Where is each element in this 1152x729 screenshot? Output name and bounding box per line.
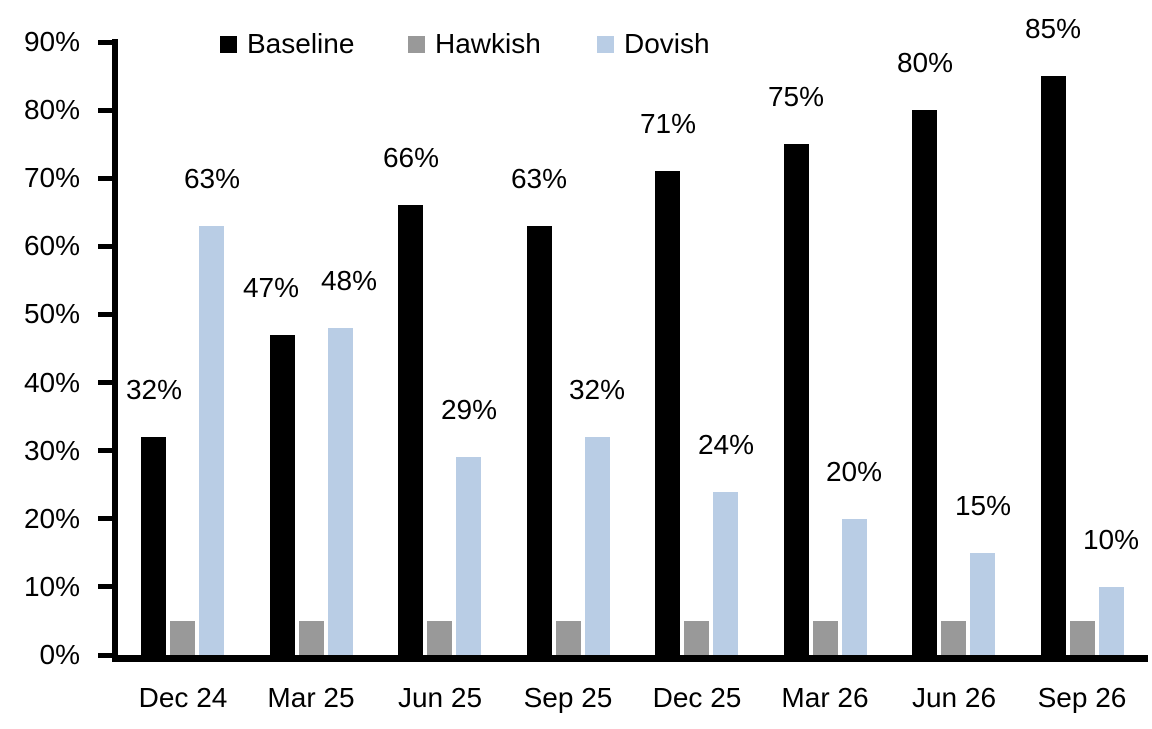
bar-dovish xyxy=(456,457,481,655)
y-tick-label: 40% xyxy=(23,367,80,398)
bar-dovish xyxy=(970,553,995,655)
x-tick-label: Sep 26 xyxy=(1037,682,1127,713)
y-tick-mark xyxy=(98,108,112,113)
value-label: 71% xyxy=(639,108,697,139)
bar-baseline xyxy=(912,110,937,655)
value-label: 47% xyxy=(242,272,300,303)
value-label: 20% xyxy=(825,456,883,487)
x-tick-label: Sep 25 xyxy=(523,682,613,713)
x-tick-label: Dec 25 xyxy=(652,682,742,713)
bar-dovish xyxy=(328,328,353,655)
legend-item-baseline: Baseline xyxy=(220,28,354,60)
value-label: 10% xyxy=(1082,524,1140,555)
bar-baseline xyxy=(527,226,552,655)
y-tick-label: 70% xyxy=(23,162,80,193)
x-tick-label: Jun 25 xyxy=(397,682,483,713)
bar-hawkish xyxy=(1070,621,1095,655)
y-tick-mark xyxy=(98,40,112,45)
value-label: 32% xyxy=(568,374,626,405)
y-axis-line xyxy=(112,39,118,662)
bar-dovish xyxy=(842,519,867,655)
bar-hawkish xyxy=(941,621,966,655)
value-label: 66% xyxy=(382,142,440,173)
bar-hawkish xyxy=(299,621,324,655)
bar-hawkish xyxy=(556,621,581,655)
y-tick-mark xyxy=(98,176,112,181)
bar-hawkish xyxy=(427,621,452,655)
bar-baseline xyxy=(655,171,680,655)
value-label: 80% xyxy=(896,47,954,78)
y-tick-mark xyxy=(98,244,112,249)
y-tick-mark xyxy=(98,584,112,589)
value-label: 63% xyxy=(510,163,568,194)
value-label: 63% xyxy=(183,163,241,194)
legend: Baseline Hawkish Dovish xyxy=(0,28,1152,60)
y-tick-mark xyxy=(98,516,112,521)
bar-baseline xyxy=(784,144,809,655)
x-axis-line xyxy=(112,655,1148,662)
x-tick-label: Jun 26 xyxy=(911,682,997,713)
bar-dovish xyxy=(1099,587,1124,655)
y-tick-mark xyxy=(98,380,112,385)
legend-item-hawkish: Hawkish xyxy=(408,28,541,60)
legend-label-hawkish: Hawkish xyxy=(435,28,541,59)
value-label: 85% xyxy=(1024,13,1082,44)
y-tick-mark xyxy=(98,448,112,453)
value-label: 32% xyxy=(125,374,183,405)
y-tick-label: 50% xyxy=(23,298,80,329)
bar-dovish xyxy=(585,437,610,655)
y-tick-label: 60% xyxy=(23,230,80,261)
bar-hawkish xyxy=(170,621,195,655)
y-tick-mark xyxy=(98,653,112,658)
bar-baseline xyxy=(398,205,423,655)
legend-item-dovish: Dovish xyxy=(597,28,710,60)
bar-hawkish xyxy=(684,621,709,655)
value-label: 48% xyxy=(320,265,378,296)
bar-dovish xyxy=(199,226,224,655)
bar-baseline xyxy=(141,437,166,655)
hawkish-swatch-icon xyxy=(408,35,425,53)
y-tick-label: 20% xyxy=(23,503,80,534)
bar-baseline xyxy=(270,335,295,655)
y-tick-label: 80% xyxy=(23,94,80,125)
y-tick-mark xyxy=(98,312,112,317)
value-label: 24% xyxy=(697,429,755,460)
bar-dovish xyxy=(713,492,738,655)
value-label: 75% xyxy=(767,81,825,112)
dovish-swatch-icon xyxy=(597,35,614,53)
y-tick-label: 10% xyxy=(23,571,80,602)
x-tick-label: Mar 25 xyxy=(267,682,355,713)
baseline-swatch-icon xyxy=(220,35,237,53)
y-tick-label: 90% xyxy=(23,26,80,57)
y-tick-label: 0% xyxy=(39,639,80,670)
bar-hawkish xyxy=(813,621,838,655)
legend-label-baseline: Baseline xyxy=(247,28,355,59)
x-tick-label: Mar 26 xyxy=(781,682,869,713)
value-label: 29% xyxy=(440,394,498,425)
y-tick-label: 30% xyxy=(23,435,80,466)
legend-label-dovish: Dovish xyxy=(624,28,710,59)
bar-baseline xyxy=(1041,76,1066,655)
x-tick-label: Dec 24 xyxy=(138,682,228,713)
value-label: 15% xyxy=(954,490,1012,521)
